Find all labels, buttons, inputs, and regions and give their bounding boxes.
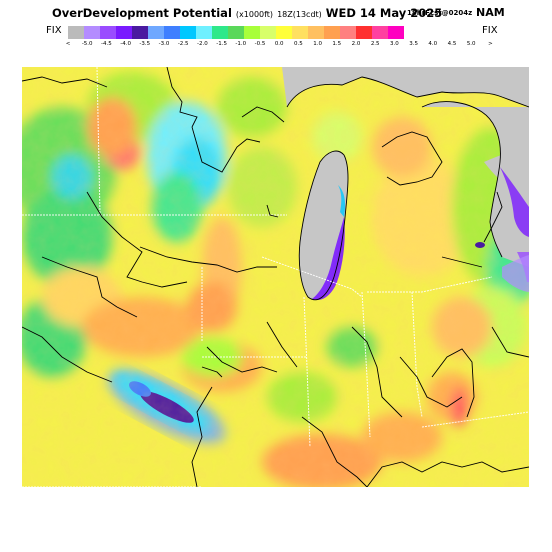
legend-swatch xyxy=(244,26,260,39)
legend-tick-label: -3.0 xyxy=(158,41,170,47)
legend-tick-label: 2.0 xyxy=(351,41,361,47)
legend-tick-label: -2.0 xyxy=(197,41,208,47)
legend-right-label: FIX xyxy=(482,25,498,36)
legend-tick-label: -3.5 xyxy=(139,41,151,47)
valid-time: 18Z(13cdt) xyxy=(277,10,322,19)
legend-swatch xyxy=(132,26,148,39)
legend-tick-label: 5.0 xyxy=(466,41,476,47)
legend-swatch xyxy=(388,26,404,39)
legend-swatch xyxy=(324,26,340,39)
lake-island xyxy=(475,242,485,248)
forecast-hour: 18hrFcst@0204z xyxy=(407,9,473,17)
legend-tick-label: 3.0 xyxy=(390,41,399,47)
legend-swatch xyxy=(164,26,180,39)
legend-swatch xyxy=(372,26,388,39)
legend-swatch xyxy=(356,26,372,39)
legend-swatch xyxy=(308,26,324,39)
legend-tick-label: > xyxy=(488,41,493,47)
legend-tick-label: 0.5 xyxy=(294,41,303,47)
model-name: NAM xyxy=(476,6,505,19)
legend-tick-label: -4.0 xyxy=(120,41,131,47)
legend-swatch xyxy=(292,26,308,39)
legend-swatch xyxy=(340,26,356,39)
huron-shore-band xyxy=(500,167,529,237)
legend-tick-label: 0.0 xyxy=(274,41,284,47)
legend-tick-label: -5.0 xyxy=(81,41,93,47)
legend-tick-label: 4.0 xyxy=(428,41,438,47)
product-units: (x1000ft) xyxy=(235,10,274,19)
legend-tick-label: < xyxy=(65,41,71,47)
lake-shore-cyan xyxy=(338,185,346,217)
product-name: OverDevelopment Potential xyxy=(52,6,232,20)
legend-tick-label: 4.5 xyxy=(447,41,457,47)
legend-swatch xyxy=(148,26,164,39)
lake-outlines xyxy=(286,76,529,301)
legend-swatch xyxy=(84,26,100,39)
legend-tick-label: 2.5 xyxy=(370,41,380,47)
legend-tick-label: 1.5 xyxy=(332,41,342,47)
legend-swatch xyxy=(260,26,276,39)
legend-swatch xyxy=(116,26,132,39)
legend-ticks: < -5.0 -4.5 -4.0 -3.5 -3.0 -2.5 -2.0 -1.5 -1.0 -0.… xyxy=(60,41,493,49)
legend-tick-label: -1.0 xyxy=(235,41,247,47)
map-title: OverDevelopment Potential (x1000ft) 18Z(… xyxy=(52,6,442,20)
legend-swatch xyxy=(228,26,244,39)
lake-superior xyxy=(282,67,529,107)
legend-tick-label: -2.5 xyxy=(177,41,189,47)
legend-swatch xyxy=(180,26,196,39)
lake-erie xyxy=(502,255,529,292)
state-borders xyxy=(22,67,529,487)
legend-swatch xyxy=(212,26,228,39)
legend-left-label: FIX xyxy=(46,25,62,36)
legend-swatch xyxy=(68,26,84,39)
legend-swatch xyxy=(100,26,116,39)
lake-huron xyxy=(422,101,529,267)
legend-tick-label: 3.5 xyxy=(409,41,418,47)
field-texture xyxy=(22,67,529,487)
lake-effect-band xyxy=(312,217,345,301)
georgian-bay xyxy=(484,147,529,189)
color-legend xyxy=(68,26,484,39)
map-title-bar: OverDevelopment Potential (x1000ft) 18Z(… xyxy=(0,6,552,22)
map-canvas xyxy=(22,67,529,487)
legend-tick-label: 1.0 xyxy=(313,41,322,47)
legend-tick-label: -0.5 xyxy=(254,41,266,47)
contour-lines xyxy=(22,67,529,487)
legend-swatch xyxy=(404,26,420,39)
legend-tick-label: -1.5 xyxy=(216,41,227,47)
legend-swatch xyxy=(276,26,292,39)
legend-swatch xyxy=(196,26,212,39)
legend-tick-label: -4.5 xyxy=(101,41,112,47)
forecast-map xyxy=(22,67,529,487)
valid-date: WED 14 May 2025 xyxy=(325,6,443,20)
